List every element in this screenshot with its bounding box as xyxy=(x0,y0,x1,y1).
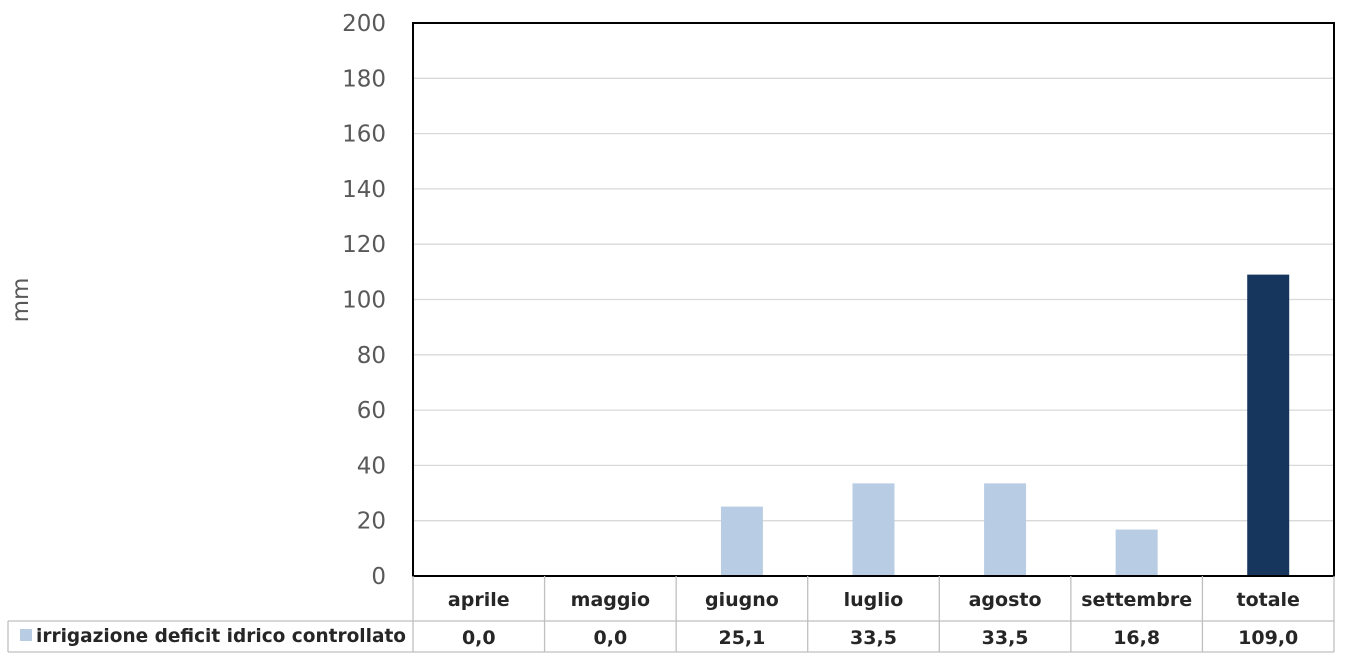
data-value-label: 0,0 xyxy=(462,627,496,649)
legend-series-name: irrigazione deficit idrico controllato xyxy=(36,625,406,647)
data-value-label: 0,0 xyxy=(594,627,628,649)
y-tick-label: 180 xyxy=(342,66,386,92)
x-category-label: settembre xyxy=(1081,589,1192,611)
plot-area-frame xyxy=(412,22,1335,577)
bar-luglio xyxy=(852,483,895,576)
data-value-label: 16,8 xyxy=(1113,627,1160,649)
y-axis-label: mm xyxy=(8,278,34,323)
bar-totale xyxy=(1247,274,1290,576)
gridlines xyxy=(413,77,1334,522)
y-tick-label: 120 xyxy=(342,232,386,258)
y-tick-label: 80 xyxy=(357,343,386,369)
x-category-label: giugno xyxy=(705,589,779,611)
data-table: aprile 0,0 maggio 0,0 giugno 25,1 luglio 33,5 ag… xyxy=(7,576,1335,653)
y-tick-label: 0 xyxy=(371,564,386,590)
bar-settembre xyxy=(1115,529,1158,576)
legend-swatch xyxy=(20,629,32,641)
y-tick-label: 100 xyxy=(342,288,386,314)
data-value-label: 33,5 xyxy=(982,627,1029,649)
bars xyxy=(720,274,1290,576)
y-axis-ticks: 0 20 40 60 80 100 120 140 160 180 200 xyxy=(342,11,386,590)
bar-agosto xyxy=(984,483,1027,576)
y-tick-label: 160 xyxy=(342,122,386,148)
data-value-label: 109,0 xyxy=(1238,627,1298,649)
x-category-label: aprile xyxy=(448,589,510,611)
data-value-label: 25,1 xyxy=(718,627,765,649)
y-tick-label: 40 xyxy=(357,453,386,479)
y-tick-label: 20 xyxy=(357,509,386,535)
x-category-label: agosto xyxy=(969,589,1042,611)
y-tick-label: 60 xyxy=(357,398,386,424)
y-tick-label: 140 xyxy=(342,177,386,203)
x-category-label: maggio xyxy=(571,589,650,611)
x-category-label: totale xyxy=(1236,589,1299,611)
x-category-label: luglio xyxy=(844,589,904,611)
y-tick-label: 200 xyxy=(342,11,386,37)
bar-giugno xyxy=(720,506,763,576)
data-value-label: 33,5 xyxy=(850,627,897,649)
